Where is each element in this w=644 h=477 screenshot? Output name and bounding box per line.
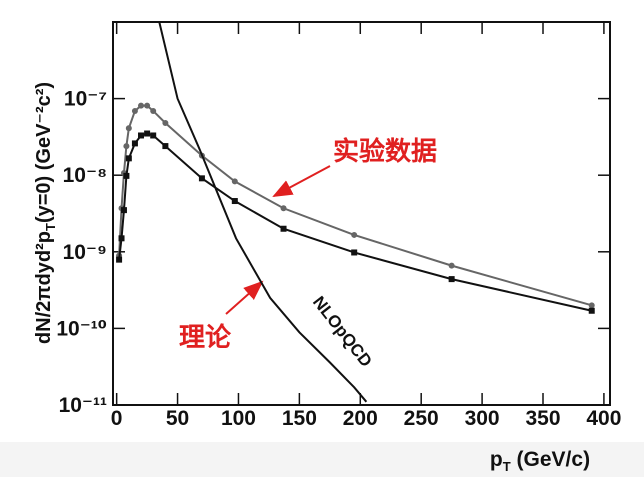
series-line [158, 22, 368, 403]
data-point [131, 107, 138, 114]
data-point [162, 143, 169, 150]
data-point [198, 175, 205, 182]
data-point [280, 225, 287, 232]
theory-arrow [225, 280, 264, 315]
plot-frame [112, 21, 611, 406]
data-annotation: 实验数据 [333, 136, 437, 166]
data-point [118, 235, 125, 242]
theory-label: NLOpQCD [309, 293, 376, 371]
x-tick-label: 200 [343, 407, 378, 430]
x-tick-label: 150 [282, 407, 317, 430]
y-tick-label: 10⁻¹¹ [59, 394, 107, 417]
data-point [351, 249, 358, 256]
data-point [150, 107, 157, 114]
data-point [231, 198, 238, 205]
data-point [588, 307, 595, 314]
y-tick-label: 10⁻¹⁰ [56, 317, 107, 340]
data-point [231, 178, 238, 185]
data-point [351, 231, 358, 238]
theory-annotation: 理论 [179, 322, 232, 352]
data-arrow [272, 165, 331, 197]
data-point [280, 205, 287, 212]
data-point [588, 302, 595, 309]
bottom-band [0, 442, 644, 477]
series-line [118, 104, 593, 307]
x-tick-label: 0 [111, 407, 123, 430]
data-point [125, 155, 132, 162]
x-axis-label: pT (GeV/c) [490, 448, 590, 474]
data-point [131, 140, 138, 147]
plot-area [116, 22, 595, 403]
data-point [138, 132, 145, 139]
data-point [150, 132, 157, 139]
x-tick-label: 50 [166, 407, 189, 430]
data-point [162, 120, 169, 127]
x-tick-label: 100 [221, 407, 256, 430]
x-tick-label: 400 [586, 407, 621, 430]
data-point [116, 256, 123, 263]
data-point [125, 125, 132, 132]
y-tick-label: 10⁻⁹ [63, 241, 107, 264]
data-point [144, 130, 151, 137]
data-point [123, 143, 130, 150]
data-point [138, 102, 145, 109]
x-tick-label: 300 [465, 407, 500, 430]
x-tick-label: 350 [525, 407, 560, 430]
y-axis-label: dN/2πdyd²pT(y=0) (GeV⁻²c²) [33, 82, 58, 344]
data-point [120, 207, 127, 214]
data-point [123, 172, 130, 179]
y-tick-label: 10⁻⁸ [63, 164, 107, 187]
data-point [448, 262, 455, 269]
y-tick-label: 10⁻⁷ [64, 88, 107, 111]
data-point [448, 276, 455, 283]
x-tick-label: 250 [404, 407, 439, 430]
series-line [118, 132, 592, 312]
data-point [144, 102, 151, 109]
